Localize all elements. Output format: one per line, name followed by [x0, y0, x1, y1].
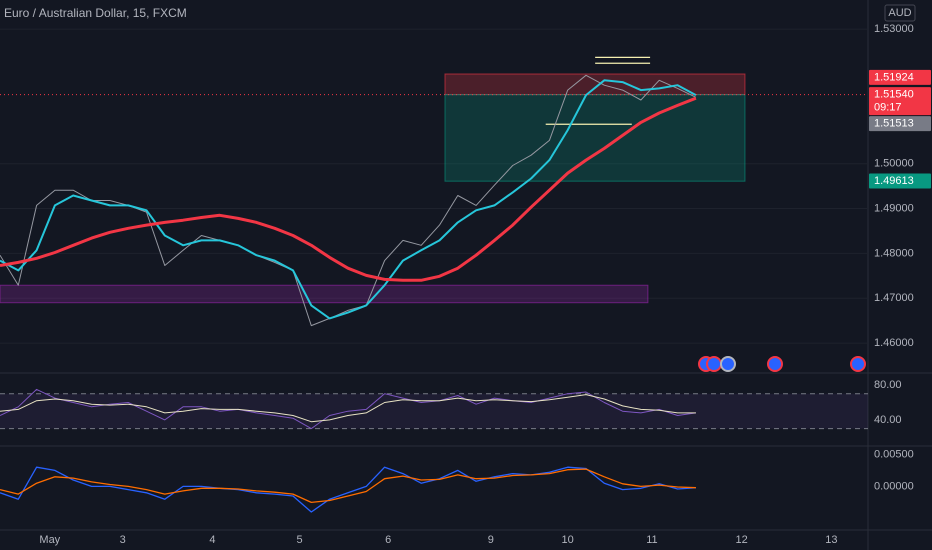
price-label-box: [869, 173, 931, 189]
y-tick-label: 1.47000: [874, 292, 914, 304]
price-label: 1.51513: [874, 118, 914, 130]
price-label: 1.49613: [874, 175, 914, 187]
event-icons: [698, 356, 866, 372]
zone: [444, 73, 746, 96]
y-tick-label: 1.50000: [874, 158, 914, 170]
plot-layer: [0, 28, 868, 513]
currency: AUD: [888, 7, 911, 19]
price-label: 1.51924: [874, 71, 914, 83]
x-tick-label: 6: [385, 534, 391, 546]
x-tick-label: 4: [209, 534, 215, 546]
currency-box: [884, 4, 916, 22]
x-tick-label: May: [39, 534, 60, 546]
event-icon[interactable]: [767, 356, 783, 372]
zone: [444, 94, 746, 182]
event-icon[interactable]: [850, 356, 866, 372]
series-line: [0, 79, 697, 320]
y-tick-label: 1.53000: [874, 23, 914, 35]
y-tick-label: 80.00: [874, 379, 902, 391]
y-tick-label: 0.00000: [874, 480, 914, 492]
series-line: [0, 74, 697, 327]
chart-title: Euro / Australian Dollar, 15, FXCM: [4, 6, 187, 20]
event-icon[interactable]: [720, 356, 736, 372]
x-tick-label: 9: [488, 534, 494, 546]
series-line: [0, 466, 696, 513]
x-tick-label: 3: [120, 534, 126, 546]
y-tick-label: 1.48000: [874, 247, 914, 259]
event-icon[interactable]: [706, 356, 722, 372]
y-tick-label: 0.00500: [874, 448, 914, 460]
y-tick-label: 1.49000: [874, 202, 914, 214]
countdown: 09:17: [874, 102, 902, 114]
x-tick-label: 11: [646, 534, 657, 546]
price-label: 1.51540: [874, 89, 914, 101]
x-tick-label: 5: [297, 534, 303, 546]
series-line: [0, 394, 696, 423]
x-tick-label: 12: [736, 534, 748, 546]
price-label-box: [869, 116, 931, 132]
series-line: [0, 388, 696, 430]
price-label-box: [869, 87, 931, 116]
zone: [0, 284, 649, 304]
x-tick-label: 13: [825, 534, 837, 546]
series-line: [0, 96, 697, 282]
price-label-box: [869, 69, 931, 85]
series-line: [0, 468, 696, 504]
x-tick-label: 10: [562, 534, 574, 546]
y-tick-label: 1.46000: [874, 337, 914, 349]
y-tick-label: 40.00: [874, 414, 902, 426]
rsi-band: [0, 393, 868, 429]
